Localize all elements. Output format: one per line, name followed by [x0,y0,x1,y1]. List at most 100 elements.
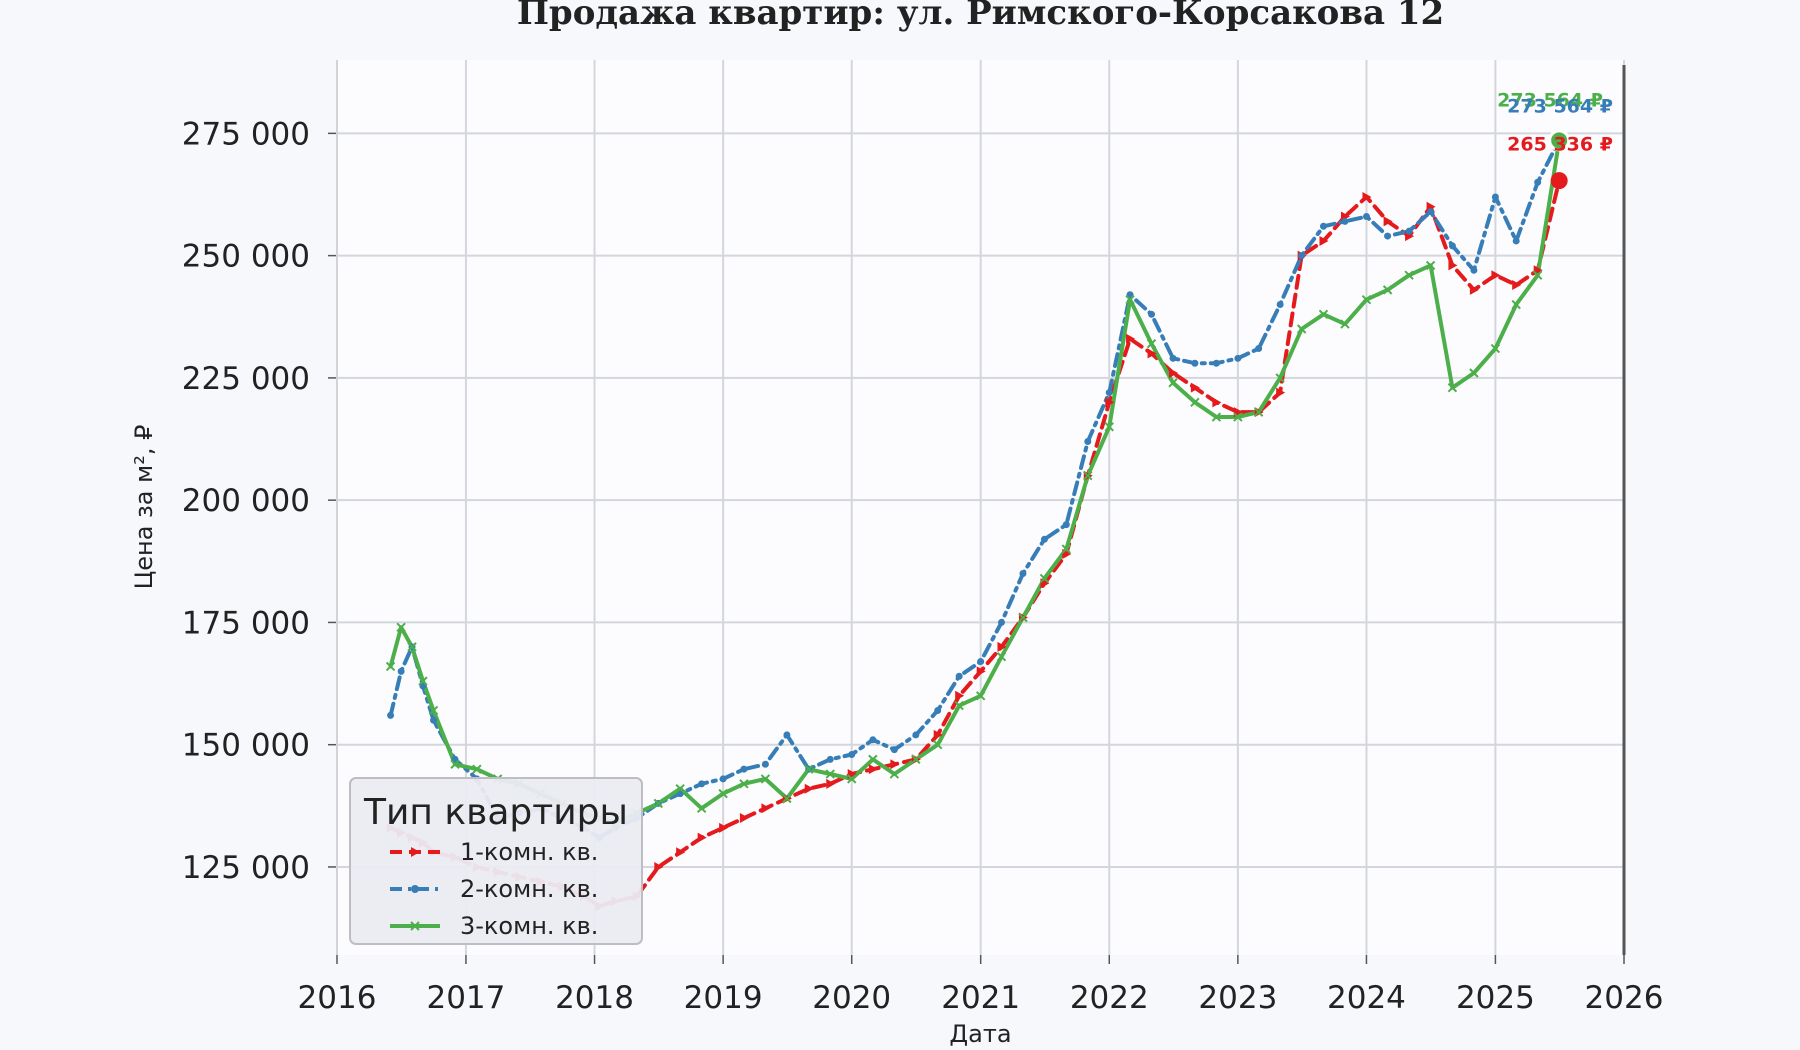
data-point-circle [977,658,985,666]
data-point [1234,354,1242,362]
data-point-x [1233,412,1243,422]
data-point [1362,213,1370,221]
data-point [847,774,857,784]
data-point [783,731,791,739]
data-point [996,651,1007,662]
data-point-x [1211,412,1222,422]
data-point-x [472,764,482,774]
data-point-circle [1105,389,1113,397]
data-point [1147,348,1157,359]
legend-title: Тип квартиры [363,792,628,833]
x-tick-label: 2020 [812,980,891,1016]
x-tick-label: 2018 [555,980,634,1016]
y-axis-label: Цена за м², ₽ [130,425,158,590]
data-point [890,746,898,754]
data-point [1019,570,1027,578]
data-point [1384,232,1392,240]
data-point-triangle [826,778,836,789]
data-point [1532,270,1543,280]
data-point-circle [1534,178,1542,186]
annotation-label: 265 336 ₽ [1507,134,1613,156]
x-tick-label: 2019 [684,980,763,1016]
data-point [848,750,856,758]
data-point-x [1404,270,1414,280]
x-tick-label: 2016 [298,980,377,1016]
data-point-circle [740,765,748,773]
data-point [1383,216,1393,227]
data-point [804,764,814,774]
data-point-circle [1491,193,1499,201]
data-point [396,622,406,633]
data-point [1361,294,1372,305]
legend-item: 1-комн. кв. [390,838,598,866]
data-point [698,780,706,788]
data-point-triangle [1469,284,1479,295]
data-point-circle [1169,354,1177,362]
data-point [1491,193,1499,201]
data-point-x [450,759,460,769]
data-point [1512,237,1520,245]
data-point-triangle [1512,279,1522,290]
data-point-triangle [868,764,878,775]
data-point-triangle [1169,368,1179,379]
data-point-x [1469,368,1479,378]
data-point-x [1275,373,1285,383]
data-point-circle [912,731,920,739]
data-point [977,658,985,666]
data-point-circle [783,731,791,739]
data-point [1169,354,1177,362]
data-point [911,754,921,765]
annotation-layer: 273 564 ₽273 564 ₽ 265 336 ₽ [1497,89,1613,190]
legend-label: 1-комн. кв. [460,838,598,866]
annotation-label: 273 564 ₽ [1497,89,1603,111]
data-point-x [385,661,396,672]
x-axis-label: Дата [949,1020,1011,1048]
data-point-x [1532,270,1543,280]
legend-label: 2-комн. кв. [460,875,598,903]
data-point-circle [719,775,727,783]
data-point-circle [1341,217,1349,225]
data-point-circle [1084,437,1092,445]
data-point [1212,397,1222,408]
data-point-circle [1384,232,1392,240]
y-tick-label: 150 000 [182,728,310,764]
data-point-triangle [676,847,686,858]
data-point [675,784,685,794]
data-point [407,642,417,652]
data-point-x [718,788,728,799]
data-point [761,760,769,768]
legend-item: 2-комн. кв. [390,875,598,903]
data-point [890,759,900,770]
data-point [1470,266,1478,274]
data-point [428,705,439,716]
data-point-circle [1212,359,1220,367]
data-point-x [1146,338,1157,349]
data-point [1469,368,1479,378]
legend-layer: Тип квартиры 1-комн. кв. 2-комн. кв. 3-комн… [349,777,643,945]
data-point [697,832,707,843]
data-point [654,861,664,872]
data-point [1511,299,1521,310]
data-point-circle [1470,266,1478,274]
data-point [719,822,729,833]
data-point-x [1168,378,1178,388]
data-point-circle [1019,570,1027,578]
data-point-circle [1276,301,1284,309]
data-point [997,618,1005,626]
data-point-circle [698,780,706,788]
data-point [1190,397,1200,408]
data-point-x [782,793,792,804]
data-point [418,676,428,686]
data-point [760,774,771,784]
data-point-triangle [1448,260,1458,271]
data-point [739,779,749,789]
data-point [1382,285,1393,295]
y-tick-label: 225 000 [182,361,310,397]
data-point [1298,252,1306,260]
data-point-x [396,622,406,633]
data-point-x [1125,294,1135,305]
data-point [934,706,942,714]
data-point-x [1039,573,1050,584]
data-point-triangle [1362,191,1372,202]
